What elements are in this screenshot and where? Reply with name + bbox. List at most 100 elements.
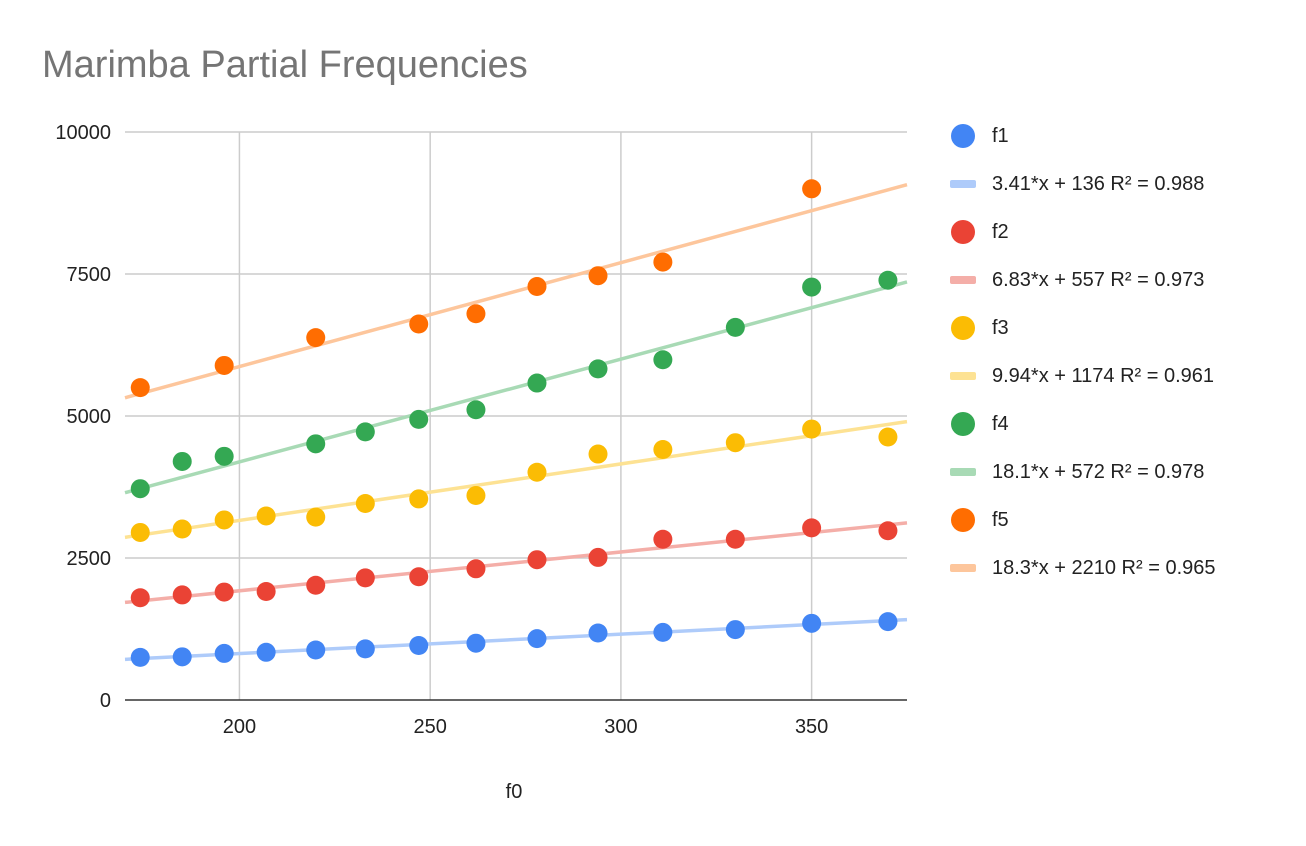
point-f4 [588,359,608,379]
trendline-f5 [124,182,908,400]
legend-item-f3[interactable]: f3 [948,304,1298,352]
point-f1 [725,620,745,640]
y-tick-label: 5000 [67,406,112,428]
point-f3 [725,433,745,453]
point-f2 [130,588,150,608]
point-f4 [355,422,375,442]
point-f1 [878,612,898,632]
trendline-f2 [124,521,908,605]
legend-item-f4[interactable]: f4 [948,400,1298,448]
legend-trendline-label: 9.94*x + 1174 R² = 0.961 [992,364,1215,387]
point-f2 [802,518,822,538]
point-f1 [802,613,822,633]
point-f1 [172,647,192,667]
legend-label: f3 [992,316,1009,339]
point-f5 [466,304,486,324]
point-f4 [214,446,234,466]
point-f4 [306,434,326,454]
point-f1 [653,622,673,642]
legend: f1 3.41*x + 136 R² = 0.988 f2 6.83*x + 557 … [948,112,1298,592]
point-f2 [878,521,898,541]
trendline-f1 [124,617,908,662]
point-f5 [409,314,429,334]
tick-labels: 0 2500 5000 7500 10000 200 250 300 350 [55,122,828,738]
point-f4 [527,373,547,393]
point-f5 [527,276,547,296]
point-f5 [130,378,150,398]
trendline-f4 [124,280,908,495]
point-f3 [306,507,326,527]
point-f1 [588,623,608,643]
legend-trendline-label: 18.3*x + 2210 R² = 0.965 [992,556,1216,579]
legend-trendline-label: 3.41*x + 136 R² = 0.988 [992,172,1205,195]
point-f2 [214,582,234,602]
legend-label: f4 [992,412,1009,435]
point-f1 [306,640,326,660]
point-f2 [256,582,276,602]
point-f4 [802,277,822,297]
point-f3 [802,419,822,439]
x-tick-label: 250 [413,716,446,738]
legend-marker-trendline-f2 [950,276,976,284]
point-f4 [653,350,673,370]
legend-marker-trendline-f4 [950,468,976,476]
x-tick-label: 300 [604,716,637,738]
point-f3 [214,510,234,530]
legend-item-trendline-f2[interactable]: 6.83*x + 557 R² = 0.973 [948,256,1298,304]
legend-item-trendline-f1[interactable]: 3.41*x + 136 R² = 0.988 [948,160,1298,208]
legend-item-trendline-f3[interactable]: 9.94*x + 1174 R² = 0.961 [948,352,1298,400]
y-tick-label: 7500 [67,264,112,286]
point-f2 [355,568,375,588]
legend-item-f1[interactable]: f1 [948,112,1298,160]
point-f2 [306,575,326,595]
point-f5 [214,355,234,375]
legend-item-trendline-f5[interactable]: 18.3*x + 2210 R² = 0.965 [948,544,1298,592]
point-f1 [355,639,375,659]
point-f1 [527,629,547,649]
point-f5 [653,252,673,272]
point-f4 [409,409,429,429]
grid-lines [125,131,907,700]
point-f5 [802,179,822,199]
data-points [130,179,898,667]
point-f3 [172,519,192,539]
legend-marker-f2 [951,220,975,244]
point-f1 [466,633,486,653]
y-tick-label: 0 [100,690,111,712]
legend-item-f2[interactable]: f2 [948,208,1298,256]
point-f2 [527,550,547,570]
point-f2 [172,585,192,605]
legend-item-trendline-f4[interactable]: 18.1*x + 572 R² = 0.978 [948,448,1298,496]
legend-label: f1 [992,124,1009,147]
x-axis-label: f0 [506,781,523,803]
legend-marker-f5 [951,508,975,532]
x-tick-label: 200 [223,716,256,738]
point-f4 [130,479,150,499]
point-f3 [878,427,898,447]
trendlines [124,182,908,662]
legend-marker-f4 [951,412,975,436]
point-f2 [466,559,486,579]
point-f3 [355,493,375,513]
point-f1 [256,642,276,662]
point-f2 [588,547,608,567]
y-tick-label: 10000 [55,122,111,144]
point-f2 [725,529,745,549]
point-f2 [653,529,673,549]
legend-trendline-label: 6.83*x + 557 R² = 0.973 [992,268,1205,291]
point-f3 [466,486,486,506]
legend-item-f5[interactable]: f5 [948,496,1298,544]
legend-marker-trendline-f3 [950,372,976,380]
legend-marker-trendline-f5 [950,564,976,572]
point-f5 [306,328,326,348]
chart-title: Marimba Partial Frequencies [42,44,528,86]
point-f1 [409,635,429,655]
legend-label: f2 [992,220,1009,243]
x-tick-label: 350 [795,716,828,738]
point-f4 [172,451,192,471]
legend-label: f5 [992,508,1009,531]
point-f3 [588,444,608,464]
point-f3 [256,506,276,526]
legend-marker-trendline-f1 [950,180,976,188]
